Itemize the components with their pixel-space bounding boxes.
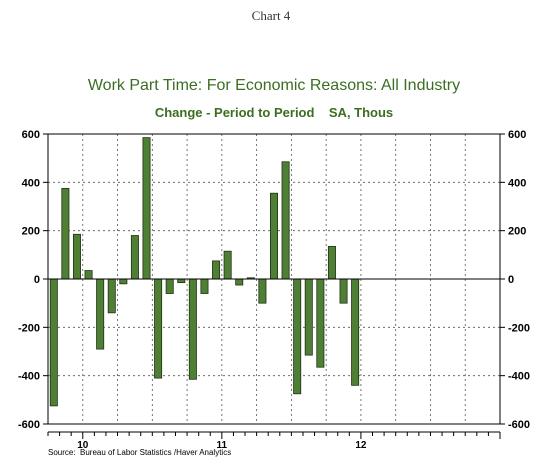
source-note: Source: Bureau of Labor Statistics /Have… (48, 448, 231, 457)
x-tick-label-12: 12 (355, 440, 367, 451)
bar-2011-09 (316, 278, 325, 368)
bar-2011-01 (223, 250, 232, 280)
chart-number: Chart 4 (252, 8, 291, 23)
bar-2010-10 (188, 278, 197, 380)
x-tick-label-11: 11 (217, 440, 228, 451)
bar-2011-12 (351, 278, 360, 386)
axes-layer (43, 133, 505, 439)
y-tick-label-left: 200 (22, 226, 40, 238)
y-tick-label-left: -600 (18, 419, 40, 431)
bar-2011-05 (270, 192, 278, 280)
bar-2010-09 (177, 278, 186, 284)
y-tick-label-left: 600 (22, 129, 40, 141)
ticks-layer: 600 600 400 400 200 200 0 0 -200 -200 -400 -400 -600… (18, 129, 530, 451)
x-tick-label-10: 10 (77, 440, 89, 451)
bar-2010-11 (200, 278, 209, 294)
bar-2010-06 (142, 137, 151, 280)
bar-2010-05 (130, 235, 139, 280)
bar-2010-01 (84, 270, 93, 280)
y-tick-label-right: 200 (508, 226, 526, 238)
bar-2011-04 (258, 278, 267, 304)
bar-2010-12 (212, 260, 221, 280)
bar-2009-10 (49, 278, 58, 407)
y-tick-label-right: -600 (508, 419, 530, 431)
bar-2010-03 (107, 278, 116, 314)
y-tick-label-left: 400 (22, 177, 40, 189)
y-tick-label-left: -400 (18, 371, 40, 383)
chart-subtitle: Change - Period to Period SA, Thous (155, 105, 393, 120)
chart-title: Work Part Time: For Economic Reasons: Al… (88, 77, 460, 94)
bar-2011-06 (281, 161, 290, 280)
y-tick-label-right: 600 (508, 129, 526, 141)
bar-2011-08 (304, 278, 313, 356)
bar-2011-11 (339, 278, 348, 304)
bar-2011-02 (235, 278, 244, 286)
bar-2009-12 (72, 233, 81, 280)
bar-2010-02 (96, 278, 105, 350)
y-tick-label-right: 400 (508, 177, 526, 189)
y-tick-label-right: -200 (508, 322, 530, 334)
y-tick-label-left: 0 (34, 274, 40, 286)
bar-2010-08 (165, 278, 174, 294)
bar-2011-10 (327, 245, 336, 280)
bar-2011-07 (293, 278, 302, 395)
y-tick-label-right: -400 (508, 371, 530, 383)
y-tick-label-right: 0 (508, 274, 514, 286)
bar-2009-11 (61, 187, 70, 280)
bars-layer (49, 137, 360, 407)
y-tick-label-left: -200 (18, 322, 40, 334)
bar-2010-04 (119, 278, 128, 285)
bar-2010-07 (154, 278, 163, 379)
